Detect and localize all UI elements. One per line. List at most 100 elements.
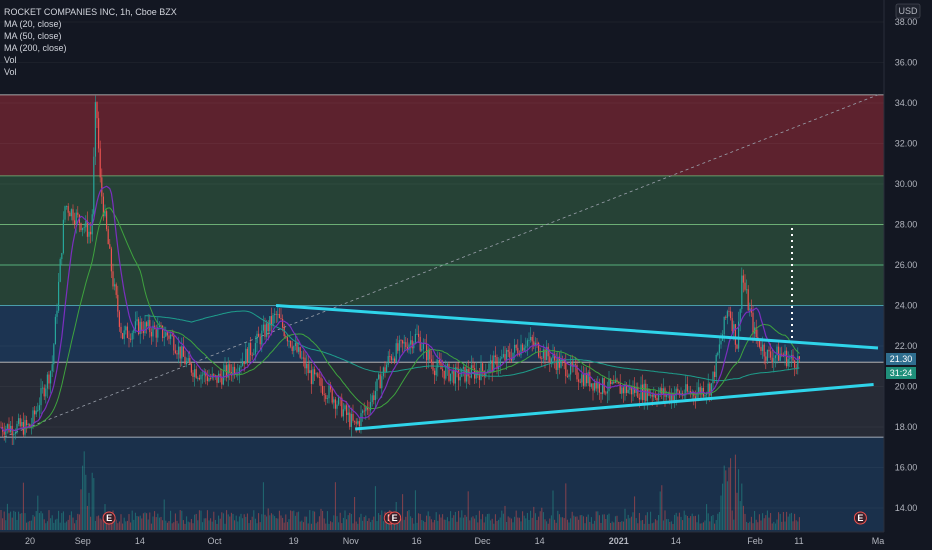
candle-body [213, 374, 215, 376]
candle-body [763, 344, 765, 357]
candle-body [741, 275, 743, 310]
candle-body [93, 156, 95, 215]
volume-bar [218, 515, 220, 530]
candle-body [334, 399, 336, 409]
candle-body [96, 102, 98, 119]
resistance-trendline[interactable] [275, 304, 879, 350]
volume-bar [707, 513, 709, 530]
volume-bar [170, 510, 172, 530]
candle-body [32, 410, 34, 425]
volume-bar [64, 522, 66, 530]
candle-body [8, 424, 10, 432]
volume-bar [18, 511, 20, 530]
volume-bar [210, 518, 212, 530]
candle-body [582, 374, 584, 386]
earnings-event-marker[interactable] [102, 511, 116, 525]
fib-retracement[interactable] [0, 94, 884, 532]
candle-body [624, 385, 626, 394]
volume-bar [589, 521, 591, 530]
volume-bar [502, 513, 504, 530]
candle-body [80, 223, 82, 231]
candle-body [629, 386, 631, 390]
volume-bar [618, 521, 620, 530]
trend-angle-line[interactable] [3, 93, 881, 438]
candle-body [141, 321, 143, 331]
candle-body [389, 356, 391, 357]
candle-body [736, 344, 738, 349]
time-axis[interactable]: 20 Sep 14 Oct 19 Nov 16 Dec 14 2021 14 Feb 11 Ma [25, 536, 884, 546]
candle-body [517, 347, 519, 354]
candle-body [566, 376, 568, 377]
candle-body [397, 343, 399, 351]
volume-bar [229, 516, 231, 530]
candle-body [118, 311, 120, 327]
volume-bar [285, 514, 287, 530]
legend-ma200[interactable]: MA (200, close) [4, 43, 67, 53]
candle-body [373, 395, 375, 401]
volume-bar [150, 523, 152, 530]
candle-body [398, 340, 400, 351]
volume-bar [146, 513, 148, 530]
volume-bar [238, 516, 240, 530]
support-trendline[interactable] [355, 382, 874, 431]
candle-body [102, 196, 104, 216]
candle-body [173, 335, 175, 351]
volume-bar [344, 510, 346, 530]
volume-bar [659, 491, 661, 530]
trendlines[interactable] [275, 304, 879, 431]
volume-bar [133, 519, 135, 530]
volume-bar [741, 483, 743, 530]
candle-body [371, 395, 373, 403]
candle-body [478, 373, 480, 380]
volume-bar [195, 513, 197, 530]
volume-bar [134, 512, 136, 530]
candle-body [747, 289, 749, 311]
candle-body [515, 344, 517, 348]
candle-body [88, 231, 90, 237]
legend-vol-2[interactable]: Vol [4, 67, 17, 77]
earnings-event-marker[interactable] [853, 511, 867, 525]
volume-bar [726, 481, 728, 530]
volume-bar [414, 490, 416, 530]
price-axis[interactable]: 38.00 36.00 34.00 32.00 30.00 28.00 26.00 24.00… [895, 17, 918, 513]
volume-bar [29, 520, 31, 530]
candle-body [725, 316, 727, 318]
earnings-events[interactable]: EEEE [102, 511, 867, 525]
candle-body [125, 326, 127, 331]
volume-bar [491, 518, 493, 530]
candle-body [730, 311, 732, 319]
legend-ma20[interactable]: MA (20, close) [4, 19, 62, 29]
candle-body [325, 395, 327, 399]
volume-bar [190, 518, 192, 530]
candle-body [416, 333, 418, 335]
candle-body [538, 342, 540, 357]
price-axis-panel[interactable] [884, 0, 932, 532]
candle-body [539, 356, 541, 359]
volume-bar [778, 512, 780, 530]
candle-body [610, 378, 612, 385]
candle-body [530, 336, 532, 341]
volume-bar [398, 515, 400, 530]
volume-bar [702, 522, 704, 530]
time-axis-panel[interactable] [0, 532, 932, 550]
candle-body [422, 343, 424, 350]
legend-vol-1[interactable]: Vol [4, 55, 17, 65]
volume-bar [371, 519, 373, 530]
chart-legend[interactable]: ROCKET COMPANIES INC, 1h, Cboe BZX MA (2… [4, 6, 177, 78]
candle-body [158, 325, 160, 328]
ma50-line [0, 207, 800, 432]
candle-body [245, 348, 247, 365]
currency-badge[interactable] [895, 3, 921, 19]
candle-body [341, 397, 343, 417]
legend-ma50[interactable]: MA (50, close) [4, 31, 62, 41]
volume-bar [11, 517, 13, 530]
volume-bar [552, 490, 554, 530]
symbol-title[interactable]: ROCKET COMPANIES INC, 1h, Cboe BZX [4, 7, 177, 17]
candle-body [146, 322, 148, 327]
candle-body [437, 359, 439, 368]
volume-bar [42, 513, 44, 530]
earnings-event-marker[interactable] [388, 511, 402, 525]
candle-body [472, 365, 474, 369]
candle-body [99, 148, 101, 178]
